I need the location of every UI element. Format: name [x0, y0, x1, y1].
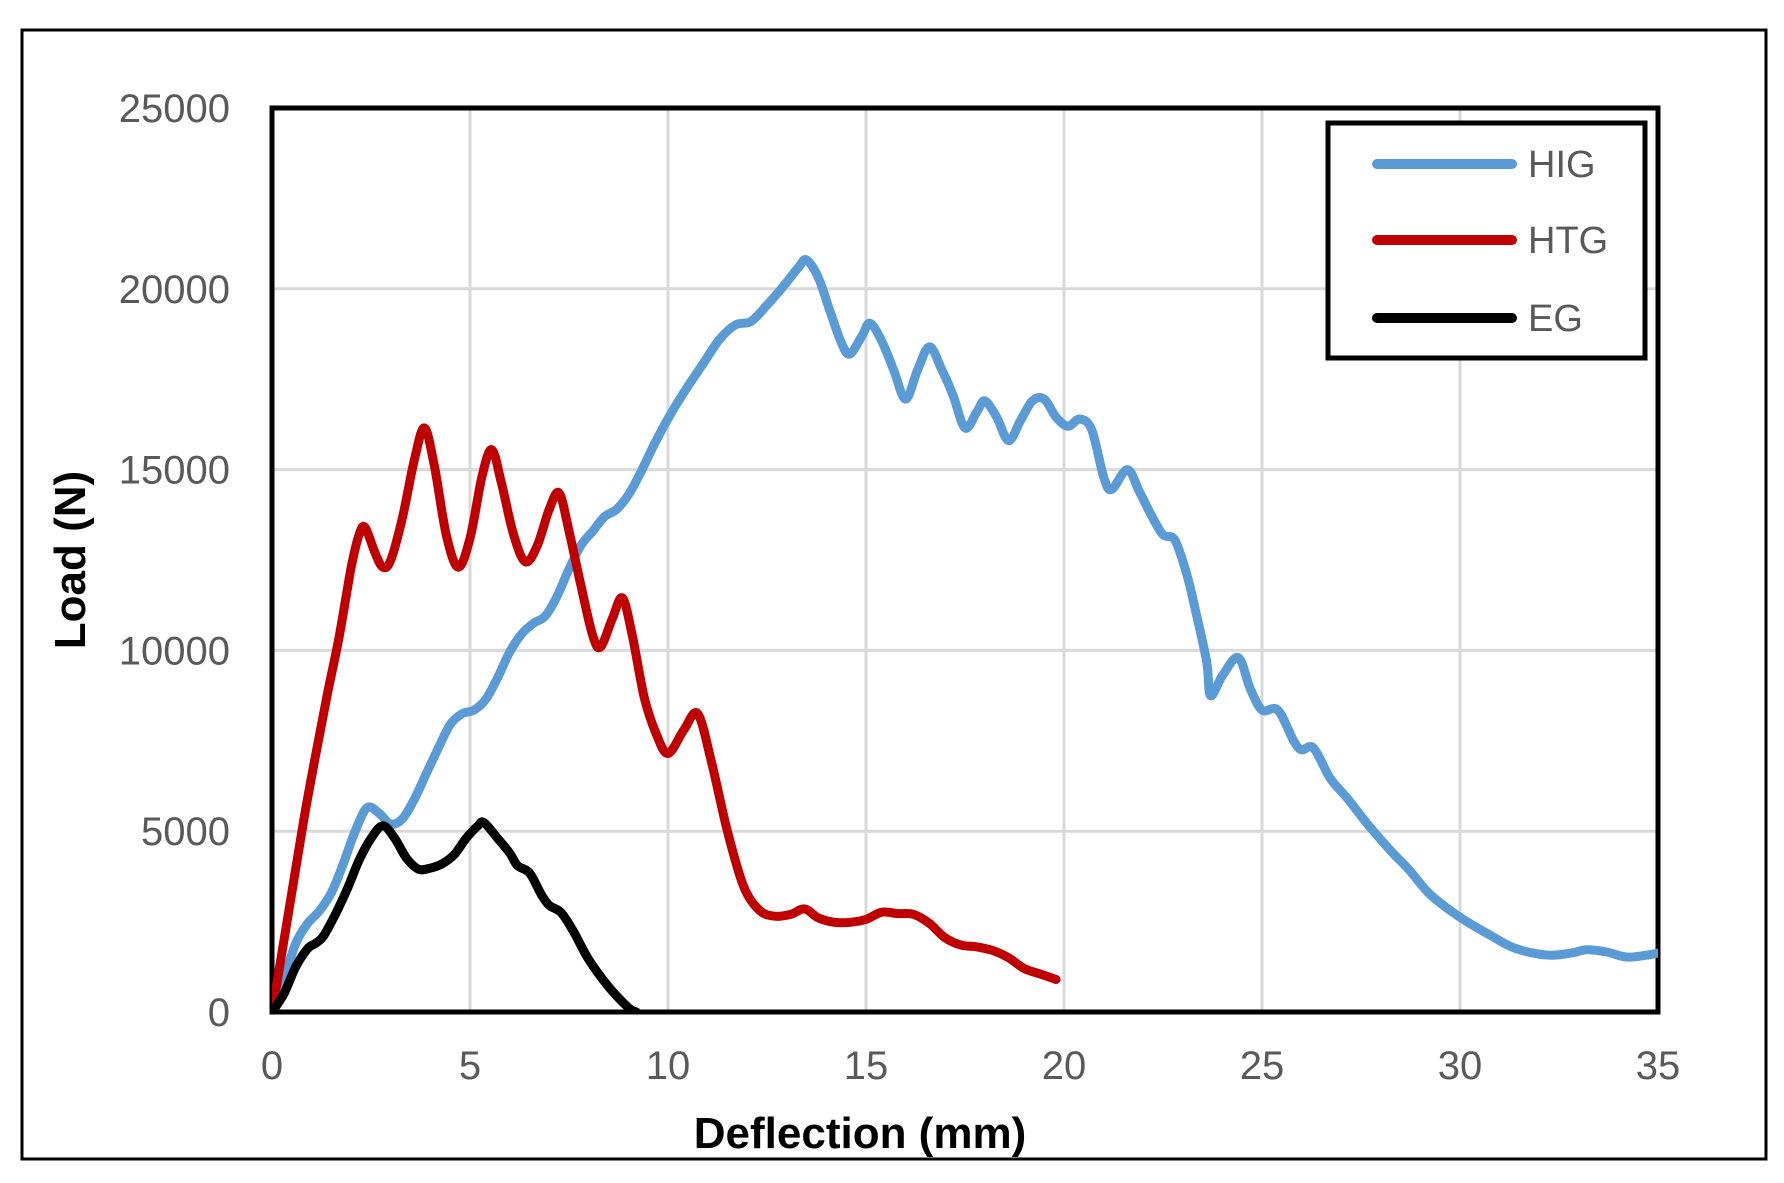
x-axis-tick-labels: 0 5 10 15 20 25 30 35 — [261, 1044, 1680, 1088]
x-tick-label: 5 — [459, 1044, 481, 1088]
x-tick-label: 0 — [261, 1044, 283, 1088]
x-tick-label: 15 — [844, 1044, 889, 1088]
legend-label-htg: HTG — [1528, 220, 1608, 262]
y-tick-label: 15000 — [119, 449, 230, 493]
series-line-eg — [272, 817, 641, 1012]
x-tick-label: 35 — [1636, 1044, 1681, 1088]
legend-label-hig: HIG — [1528, 144, 1596, 186]
x-tick-label: 30 — [1438, 1044, 1483, 1088]
series-line-hig — [272, 255, 1658, 1012]
x-tick-label: 25 — [1240, 1044, 1285, 1088]
series-lines — [272, 255, 1658, 1012]
y-axis-tick-labels: 0 5000 10000 15000 20000 25000 — [119, 87, 230, 1035]
plot-frame — [269, 105, 1661, 1015]
x-tick-label: 20 — [1042, 1044, 1087, 1088]
legend: HIG HTG EG — [1325, 120, 1648, 361]
y-tick-label: 25000 — [119, 87, 230, 131]
y-tick-label: 5000 — [141, 810, 230, 854]
y-axis-title: Load (N) — [46, 471, 95, 649]
legend-label-eg: EG — [1528, 298, 1583, 340]
x-tick-label: 10 — [646, 1044, 691, 1088]
x-axis-title: Deflection (mm) — [694, 1109, 1026, 1158]
y-tick-label: 0 — [208, 991, 230, 1035]
series-line-htg — [272, 423, 1061, 1012]
y-tick-label: 20000 — [119, 268, 230, 312]
y-tick-label: 10000 — [119, 629, 230, 673]
